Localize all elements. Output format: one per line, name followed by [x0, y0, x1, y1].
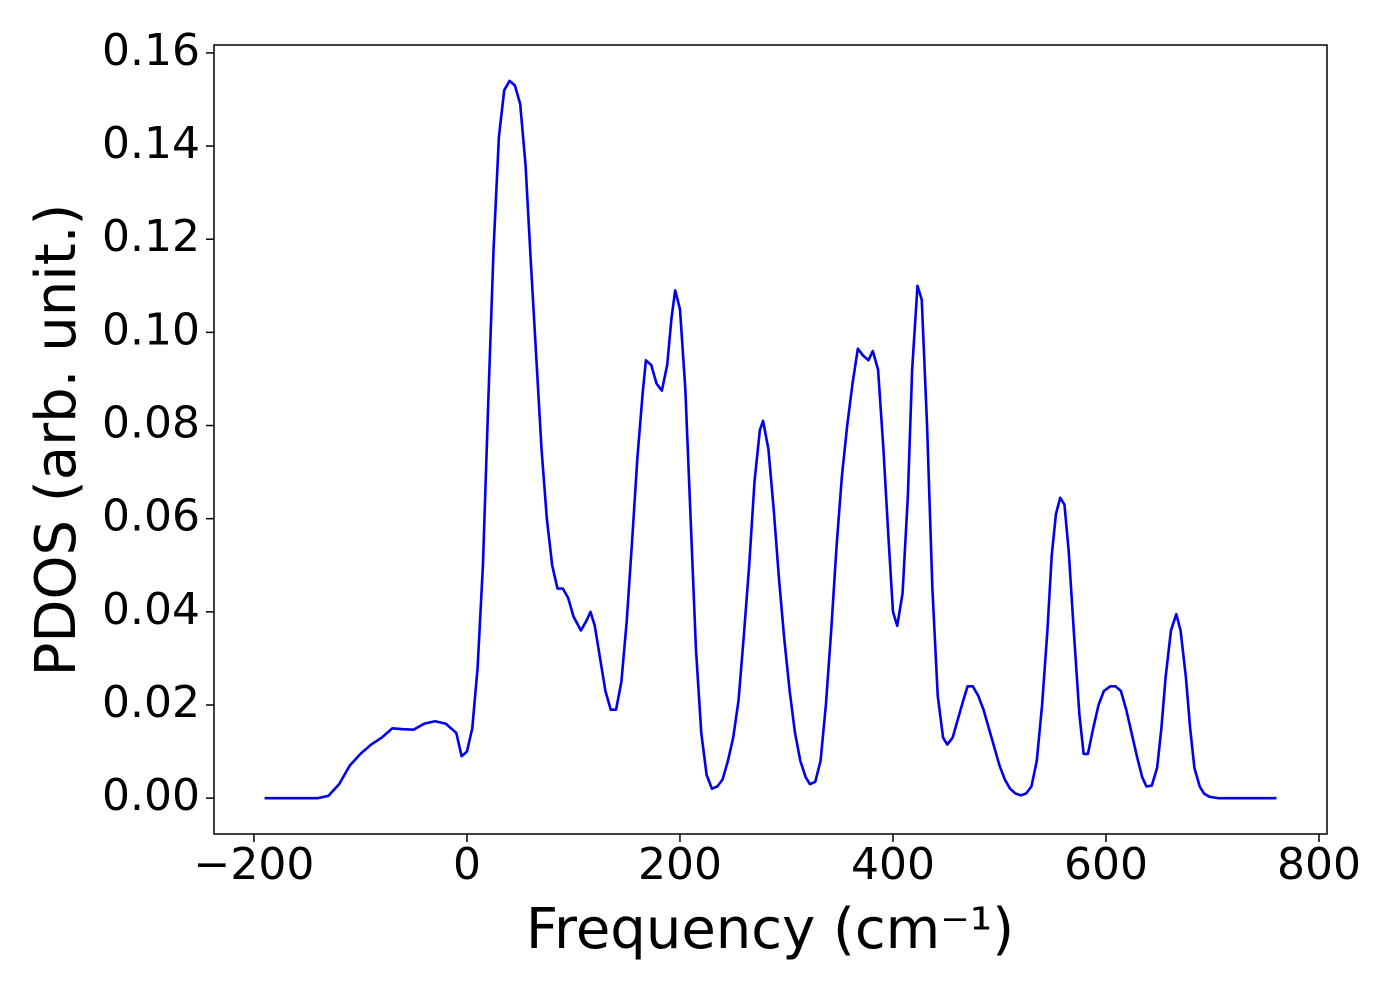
x-tick-label: 800	[1277, 839, 1361, 890]
pdos-line	[264, 79, 1277, 800]
x-tick-label: 600	[1064, 839, 1148, 890]
y-tick-label: 0.00	[102, 770, 200, 821]
y-tick-label: 0.06	[102, 491, 200, 542]
x-tick-label: 0	[453, 839, 481, 890]
y-tick-label: 0.08	[102, 398, 200, 449]
x-axis-label: Frequency (cm⁻¹)	[526, 897, 1014, 962]
y-tick-label: 0.14	[102, 118, 200, 169]
y-tick-label: 0.10	[102, 304, 200, 355]
x-tick-label: 200	[638, 839, 722, 890]
y-tick-label: 0.12	[102, 211, 200, 262]
plot-frame	[213, 44, 1328, 835]
x-tick-label: −200	[194, 839, 315, 890]
y-tick-label: 0.16	[102, 25, 200, 76]
y-tick-label: 0.02	[102, 677, 200, 728]
y-tick-label: 0.04	[102, 584, 200, 635]
x-tick-label: 400	[851, 839, 935, 890]
y-axis-label: PDOS (arb. unit.)	[24, 204, 89, 677]
